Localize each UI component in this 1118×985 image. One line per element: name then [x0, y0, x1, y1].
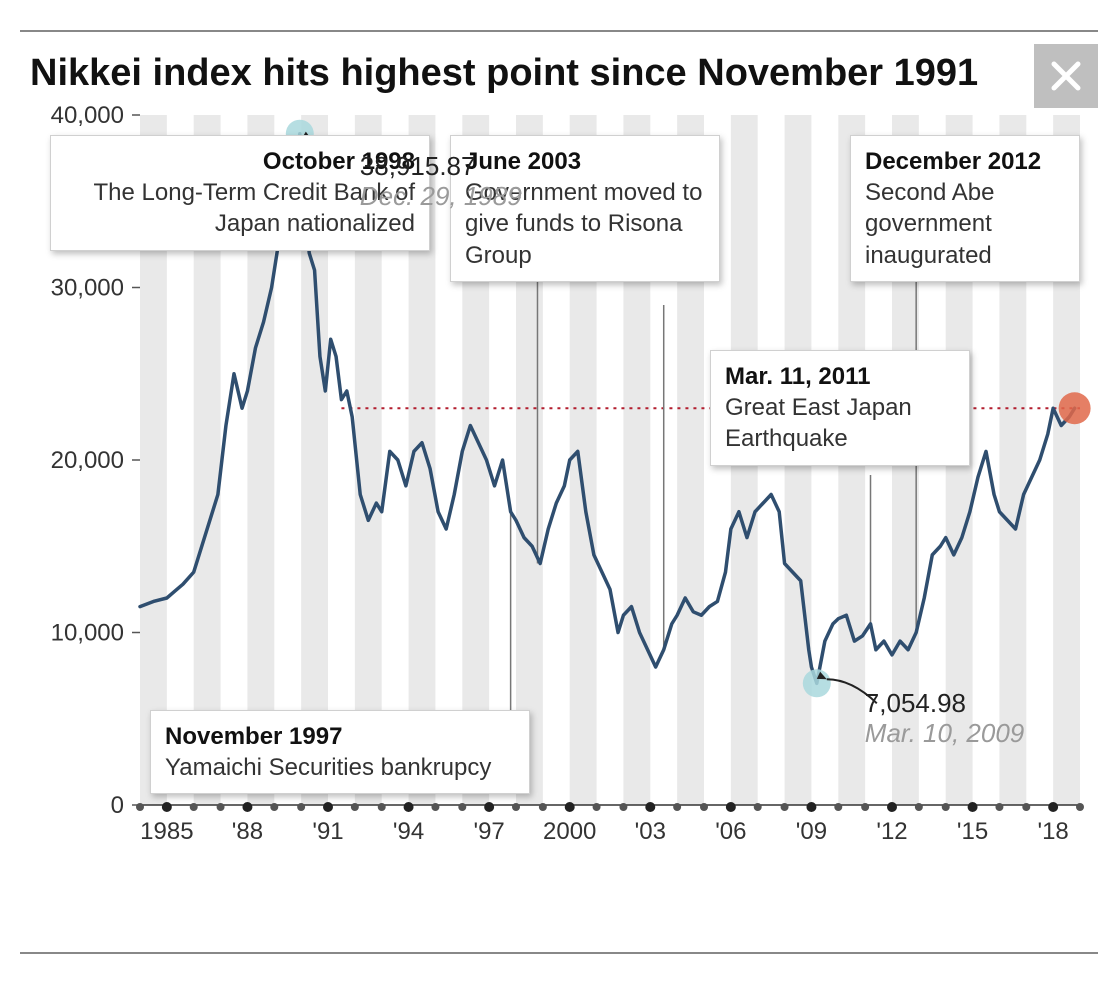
peak-date: Dec. 29, 1989: [360, 181, 522, 211]
svg-text:30,000: 30,000: [51, 275, 124, 302]
annotation-nov-1997: November 1997 Yamaichi Securities bankru…: [150, 710, 530, 794]
svg-text:20,000: 20,000: [51, 447, 124, 474]
chart-title: Nikkei index hits highest point since No…: [30, 52, 978, 95]
svg-text:'91: '91: [312, 818, 343, 845]
annotation-title: Mar. 11, 2011: [725, 363, 870, 390]
annotation-mar-2011: Mar. 11, 2011 Great East Japan Earthquak…: [710, 350, 970, 466]
svg-text:'09: '09: [796, 818, 827, 845]
svg-text:10,000: 10,000: [51, 620, 124, 647]
annotation-text: Second Abe government inaugurated: [865, 179, 994, 268]
svg-text:'18: '18: [1038, 818, 1069, 845]
svg-text:2000: 2000: [543, 818, 596, 845]
svg-text:1985: 1985: [140, 818, 193, 845]
svg-text:'97: '97: [474, 818, 505, 845]
svg-text:0: 0: [111, 792, 124, 819]
trough-date: Mar. 10, 2009: [865, 718, 1024, 748]
annotation-text: Great East Japan Earthquake: [725, 394, 912, 452]
trough-value: 7,054.98: [865, 688, 966, 718]
annotation-title: November 1997: [165, 723, 342, 750]
svg-text:'15: '15: [957, 818, 988, 845]
close-icon: [1048, 58, 1084, 94]
svg-text:'88: '88: [232, 818, 263, 845]
peak-value: 38,915.87: [360, 151, 476, 181]
trough-value-label: 7,054.98 Mar. 10, 2009: [865, 689, 1024, 749]
nikkei-line-chart: 0 10,000 20,000 30,000 40,000 1985 '88 '91 '94 '9…: [30, 105, 1100, 865]
svg-text:'94: '94: [393, 818, 424, 845]
annotation-dec-2012: December 2012 Second Abe government inau…: [850, 135, 1080, 282]
svg-text:'12: '12: [876, 818, 907, 845]
close-button[interactable]: [1034, 44, 1098, 108]
annotation-text: Yamaichi Securities bankrupcy: [165, 754, 491, 781]
svg-text:'03: '03: [635, 818, 666, 845]
annotation-title: December 2012: [865, 148, 1041, 175]
peak-value-label: 38,915.87 Dec. 29, 1989: [360, 152, 522, 212]
svg-text:'06: '06: [715, 818, 746, 845]
svg-text:40,000: 40,000: [51, 105, 124, 129]
